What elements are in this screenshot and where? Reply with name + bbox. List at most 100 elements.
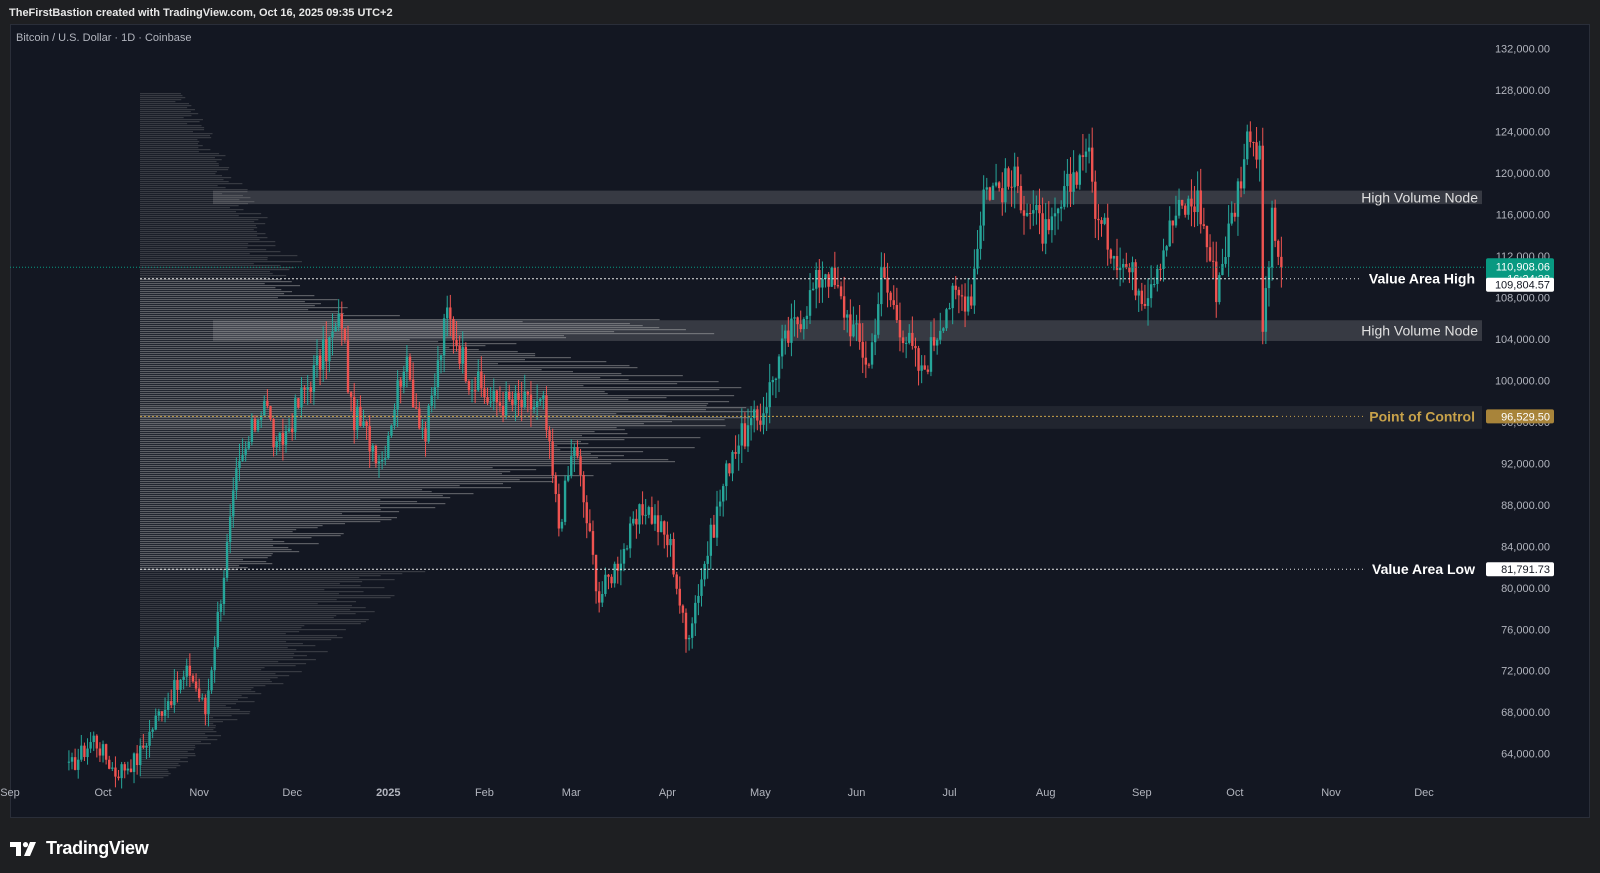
profile-bar: [140, 251, 281, 253]
chart-canvas[interactable]: 132,000.00 128,000.00 124,000.00 120,000.00…: [0, 0, 1600, 818]
candle-body: [787, 330, 790, 343]
profile-bar: [140, 567, 248, 569]
candle-body: [604, 574, 607, 594]
profile-bar: [140, 451, 644, 453]
candle-body: [610, 576, 613, 584]
profile-bar: [140, 329, 686, 331]
candle-body: [641, 504, 644, 516]
profile-bar: [140, 723, 214, 725]
candle-body: [108, 759, 111, 769]
candle-body: [892, 300, 895, 305]
hvn-lower-label: High Volume Node: [1361, 323, 1478, 339]
candle-body: [911, 332, 914, 346]
profile-bar: [140, 639, 332, 641]
candle-body: [396, 380, 399, 410]
candle-body: [1252, 141, 1255, 143]
profile-bar: [140, 135, 211, 137]
profile-bar: [140, 149, 211, 151]
candle-body: [480, 371, 483, 389]
profile-bar: [140, 517, 397, 519]
profile-bar: [140, 553, 273, 555]
candle-body: [101, 744, 105, 756]
candle-body: [253, 418, 257, 431]
profile-bar: [140, 261, 302, 263]
candle-body: [1140, 290, 1144, 304]
profile-bar: [140, 457, 598, 459]
time-tick-label: Nov: [1321, 787, 1341, 799]
profile-bar: [140, 147, 199, 149]
candle-body: [957, 289, 961, 296]
tradingview-logo[interactable]: TradingView: [10, 838, 149, 859]
vah-price-tag: [1486, 277, 1554, 292]
candle-body: [824, 274, 827, 280]
candle-body: [504, 392, 508, 416]
candle-body: [650, 507, 654, 524]
profile-bar: [140, 719, 238, 721]
candle-body: [80, 745, 83, 760]
profile-bar: [140, 623, 361, 625]
candle-body: [805, 315, 809, 320]
profile-bar: [140, 317, 338, 319]
candle-body: [849, 314, 852, 337]
candle-body: [436, 360, 440, 388]
profile-bar: [140, 155, 226, 157]
profile-bar: [140, 325, 643, 327]
candle-body: [1044, 219, 1047, 244]
candle-body: [1069, 173, 1072, 192]
candle-body: [774, 378, 778, 380]
candle-body: [988, 187, 992, 200]
profile-bar: [140, 539, 273, 541]
candle-body: [861, 341, 864, 358]
price-tick-label: 124,000.00: [1495, 127, 1550, 139]
candle-body: [867, 364, 871, 366]
candle-body: [1249, 131, 1252, 142]
price-axis[interactable]: 132,000.00 128,000.00 124,000.00 120,000.00…: [1495, 44, 1550, 761]
profile-bar: [140, 305, 315, 307]
candle-body: [201, 697, 204, 699]
profile-bar: [140, 105, 192, 107]
profile-bar: [140, 101, 176, 103]
candle-body: [1016, 166, 1019, 186]
hvn-upper-label: High Volume Node: [1361, 189, 1478, 205]
candle-body: [1007, 168, 1010, 187]
profile-bar: [140, 435, 583, 437]
profile-bar: [140, 521, 381, 523]
candle-body: [690, 623, 694, 638]
candle-body: [1258, 145, 1261, 160]
profile-bar: [140, 695, 242, 697]
candle-body: [880, 267, 883, 305]
candle-body: [1159, 268, 1162, 270]
candle-body: [979, 225, 982, 249]
candle-body: [753, 409, 756, 419]
profile-bar: [140, 257, 268, 259]
profile-bar: [140, 235, 258, 237]
profile-bar: [140, 615, 337, 617]
profile-bar: [140, 541, 285, 543]
time-axis[interactable]: Sep Oct Nov Dec 2025 Feb Mar Apr May Jun Jul Aug Sep…: [0, 787, 1434, 799]
candle-body: [213, 646, 216, 671]
profile-bar: [140, 735, 222, 737]
profile-bar: [140, 117, 184, 119]
profile-bar: [140, 275, 287, 277]
candle-body: [929, 337, 933, 372]
profile-bar: [140, 341, 439, 343]
candle-body: [1115, 256, 1119, 271]
profile-bar: [140, 763, 179, 765]
candle-body: [731, 452, 734, 474]
profile-bar: [140, 289, 282, 291]
profile-bar: [140, 461, 676, 463]
profile-bar: [140, 217, 268, 219]
profile-bar: [140, 393, 608, 395]
profile-bar: [140, 293, 285, 295]
profile-bar: [140, 529, 297, 531]
profile-bar: [140, 669, 262, 671]
symbol-title[interactable]: Bitcoin / U.S. Dollar · 1D · Coinbase: [16, 32, 192, 44]
candle-body: [1239, 181, 1243, 189]
profile-bar: [140, 703, 237, 705]
candle-body: [1025, 213, 1029, 216]
candle-body: [235, 468, 238, 491]
profile-bar: [140, 721, 223, 723]
profile-bar: [140, 759, 181, 761]
candle-body: [715, 506, 719, 538]
profile-bar: [140, 339, 410, 341]
